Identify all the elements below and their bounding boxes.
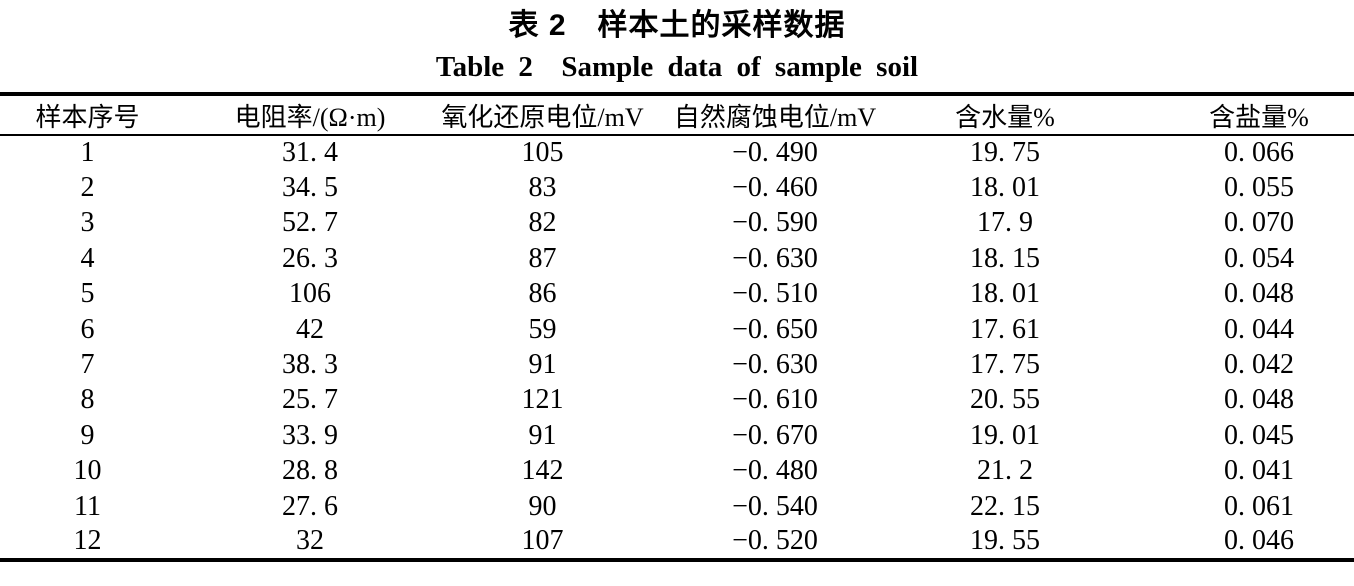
header-row: 样本序号 电阻率/(Ω·m) 氧化还原电位/mV 自然腐蚀电位/mV 含水量% … bbox=[0, 94, 1354, 135]
table-caption-zh: 表 2 样本土的采样数据 bbox=[508, 9, 846, 42]
table-cell: 86 bbox=[528, 278, 557, 310]
table-cell: 0. 041 bbox=[1224, 455, 1294, 487]
table-cell: 28. 8 bbox=[282, 455, 338, 487]
table-cell: 27. 6 bbox=[282, 490, 338, 522]
table-cell: 18. 01 bbox=[970, 278, 1040, 310]
table-row: 9 33. 9 91 −0. 670 19. 01 0. 045 bbox=[0, 418, 1354, 453]
table-cell: 18. 15 bbox=[970, 242, 1040, 274]
table-cell: 17. 75 bbox=[970, 349, 1040, 381]
table-cell: 105 bbox=[521, 137, 564, 169]
table-cell: 31. 4 bbox=[282, 137, 338, 169]
table-cell: 7 bbox=[80, 349, 95, 381]
table-row: 11 27. 6 90 −0. 540 22. 15 0. 061 bbox=[0, 489, 1354, 524]
column-header-redox-potential: 氧化还原电位/mV bbox=[441, 102, 644, 132]
table-body: 1 31. 4 105 −0. 490 19. 75 0. 066 2 34. 5 83 −0. … bbox=[0, 135, 1354, 560]
table-cell: 3 bbox=[80, 207, 95, 239]
table-cell: 91 bbox=[528, 419, 557, 451]
table-cell: 1 bbox=[80, 137, 95, 169]
table-row: 6 42 59 −0. 650 17. 61 0. 044 bbox=[0, 312, 1354, 347]
table-cell: 121 bbox=[521, 384, 564, 416]
table-cell: 18. 01 bbox=[970, 172, 1040, 204]
table-cell: 8 bbox=[80, 384, 95, 416]
table-cell: 19. 55 bbox=[970, 524, 1040, 556]
table-cell: 11 bbox=[74, 490, 101, 522]
table-cell: 0. 066 bbox=[1224, 137, 1294, 169]
table-cell: 19. 75 bbox=[970, 137, 1040, 169]
table-row: 8 25. 7 121 −0. 610 20. 55 0. 048 bbox=[0, 383, 1354, 418]
table-cell: 32 bbox=[296, 524, 324, 556]
table-row: 1 31. 4 105 −0. 490 19. 75 0. 066 bbox=[0, 135, 1354, 170]
table-cell: 10 bbox=[73, 455, 102, 487]
table-cell: −0. 670 bbox=[732, 419, 818, 451]
table-row: 5 106 86 −0. 510 18. 01 0. 048 bbox=[0, 277, 1354, 312]
table-cell: 0. 061 bbox=[1224, 490, 1294, 522]
column-header-water-content: 含水量% bbox=[955, 102, 1055, 132]
table-cell: 142 bbox=[521, 455, 564, 487]
table-cell: −0. 610 bbox=[732, 384, 818, 416]
table-cell: 34. 5 bbox=[282, 172, 338, 204]
table-cell: 82 bbox=[528, 207, 557, 239]
column-header-sample-no: 样本序号 bbox=[35, 102, 140, 132]
table-row: 4 26. 3 87 −0. 630 18. 15 0. 054 bbox=[0, 241, 1354, 276]
table-cell: 17. 9 bbox=[977, 207, 1033, 239]
table-cell: 106 bbox=[289, 278, 331, 310]
table-cell: 0. 044 bbox=[1224, 313, 1294, 345]
table-cell: −0. 590 bbox=[732, 207, 818, 239]
table-cell: −0. 630 bbox=[732, 242, 818, 274]
table-cell: 0. 048 bbox=[1224, 278, 1294, 310]
table-header: 样本序号 电阻率/(Ω·m) 氧化还原电位/mV 自然腐蚀电位/mV 含水量% … bbox=[0, 94, 1354, 135]
table-cell: 0. 048 bbox=[1224, 384, 1294, 416]
table-cell: 20. 55 bbox=[970, 384, 1040, 416]
table-cell: 12 bbox=[73, 524, 102, 556]
table-cell: −0. 460 bbox=[732, 172, 818, 204]
table-cell: −0. 490 bbox=[732, 137, 818, 169]
table-cell: 21. 2 bbox=[977, 455, 1033, 487]
table-cell: −0. 540 bbox=[732, 490, 818, 522]
table-cell: 17. 61 bbox=[970, 313, 1040, 345]
table-cell: 9 bbox=[80, 419, 95, 451]
table-cell: 26. 3 bbox=[282, 242, 338, 274]
table-row: 2 34. 5 83 −0. 460 18. 01 0. 055 bbox=[0, 170, 1354, 205]
table-cell: 0. 070 bbox=[1224, 207, 1294, 239]
table-cell: 107 bbox=[521, 524, 564, 556]
table-cell: 90 bbox=[528, 490, 557, 522]
table-row: 3 52. 7 82 −0. 590 17. 9 0. 070 bbox=[0, 206, 1354, 241]
table-cell: 38. 3 bbox=[282, 349, 338, 381]
table-cell: 52. 7 bbox=[282, 207, 338, 239]
table-cell: 5 bbox=[80, 278, 95, 310]
table-cell: 0. 045 bbox=[1224, 419, 1294, 451]
table-cell: 0. 046 bbox=[1224, 524, 1294, 556]
table-cell: 2 bbox=[80, 172, 95, 204]
table-caption-en: Table 2 Sample data of sample soil bbox=[435, 51, 919, 83]
table-row: 12 32 107 −0. 520 19. 55 0. 046 bbox=[0, 524, 1354, 559]
table-cell: −0. 650 bbox=[732, 313, 818, 345]
column-header-resistivity: 电阻率/(Ω·m) bbox=[234, 102, 386, 132]
table-cell: 42 bbox=[296, 313, 324, 345]
table-cell: 83 bbox=[528, 172, 557, 204]
sample-soil-data-table: 样本序号 电阻率/(Ω·m) 氧化还原电位/mV 自然腐蚀电位/mV 含水量% … bbox=[0, 92, 1354, 562]
table-cell: −0. 520 bbox=[732, 524, 818, 556]
table-cell: −0. 480 bbox=[732, 455, 818, 487]
table-cell: 25. 7 bbox=[282, 384, 338, 416]
table-row: 7 38. 3 91 −0. 630 17. 75 0. 042 bbox=[0, 347, 1354, 382]
table-cell: 0. 042 bbox=[1224, 349, 1294, 381]
table-cell: 87 bbox=[528, 242, 557, 274]
table-cell: 33. 9 bbox=[282, 419, 338, 451]
table-cell: 4 bbox=[80, 242, 95, 274]
column-header-salt-content: 含盐量% bbox=[1209, 102, 1309, 132]
table-cell: 0. 054 bbox=[1224, 242, 1294, 274]
table-cell: 19. 01 bbox=[970, 419, 1040, 451]
table-cell: 22. 15 bbox=[970, 490, 1040, 522]
table-cell: −0. 630 bbox=[732, 349, 818, 381]
table-caption: 表 2 样本土的采样数据 Table 2 Sample data of samp… bbox=[0, 0, 1354, 84]
table-cell: 0. 055 bbox=[1224, 172, 1294, 204]
column-header-corrosion-potential: 自然腐蚀电位/mV bbox=[673, 102, 877, 132]
table-cell: 6 bbox=[80, 313, 95, 345]
table-row: 10 28. 8 142 −0. 480 21. 2 0. 041 bbox=[0, 454, 1354, 489]
table-cell: −0. 510 bbox=[732, 278, 818, 310]
table-cell: 91 bbox=[528, 349, 557, 381]
table-cell: 59 bbox=[528, 313, 557, 345]
